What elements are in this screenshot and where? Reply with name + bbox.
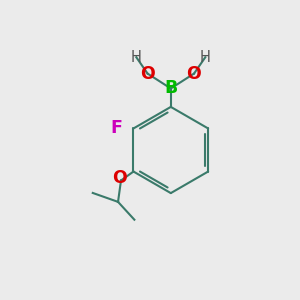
Text: O: O — [112, 169, 127, 187]
Text: H: H — [200, 50, 211, 65]
Text: O: O — [140, 64, 155, 82]
Text: B: B — [164, 80, 177, 98]
Text: F: F — [110, 119, 122, 137]
Text: H: H — [131, 50, 142, 65]
Text: O: O — [187, 64, 201, 82]
